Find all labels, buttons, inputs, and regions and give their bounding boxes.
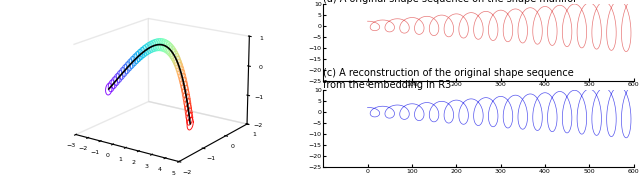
Text: (a) A original shape sequence on the shape manifol: (a) A original shape sequence on the sha… <box>323 0 576 4</box>
Text: (c) A reconstruction of the original shape sequence
from the embedding in R3: (c) A reconstruction of the original sha… <box>323 68 574 90</box>
